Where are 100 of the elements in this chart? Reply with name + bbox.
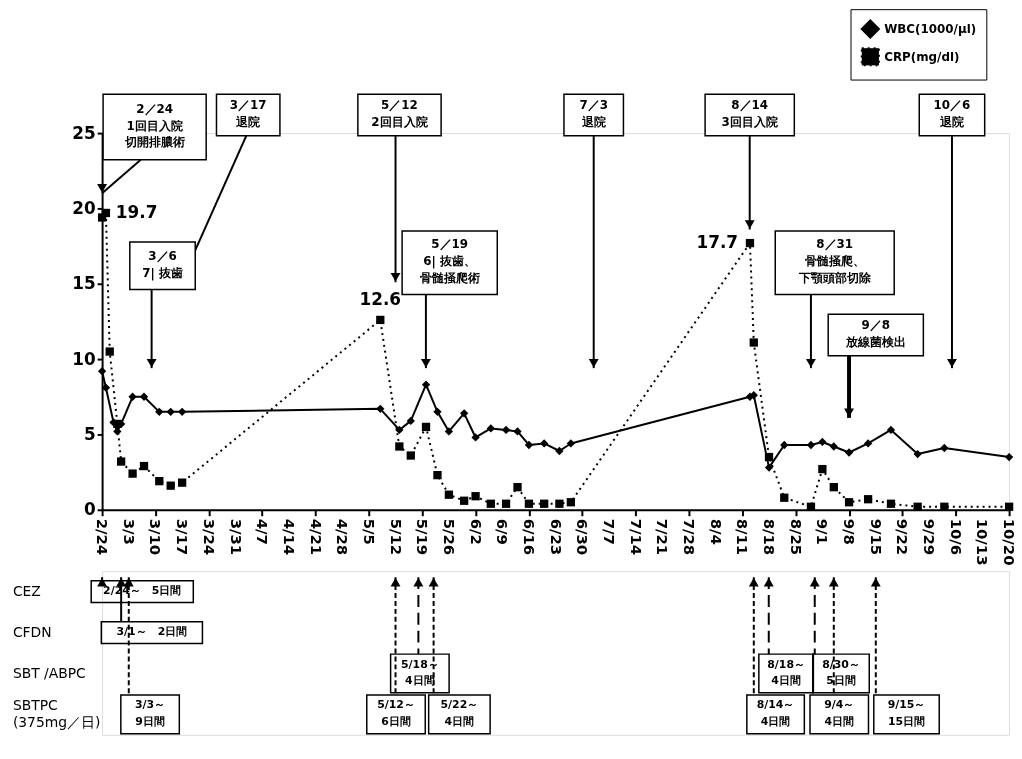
text: CEZ bbox=[12, 583, 41, 600]
x-tick-label: 3/3 bbox=[119, 518, 138, 545]
x-tick-label: 6/2 bbox=[466, 518, 485, 545]
y-tick-label: 5 bbox=[83, 423, 96, 444]
y-tick-label: 10 bbox=[72, 348, 96, 369]
x-tick-label: 3/10 bbox=[146, 518, 165, 556]
x-tick-label: 10/6 bbox=[946, 518, 965, 556]
text: SBT /ABPC bbox=[12, 664, 86, 681]
point bbox=[471, 433, 480, 442]
point bbox=[376, 315, 385, 325]
point bbox=[863, 495, 873, 504]
text: SBTPC (375mg／日) bbox=[12, 697, 101, 731]
point bbox=[940, 443, 949, 453]
x-tick-label: 4/21 bbox=[306, 518, 325, 556]
point bbox=[780, 440, 789, 450]
point bbox=[395, 442, 404, 451]
point bbox=[829, 442, 838, 451]
point bbox=[764, 463, 774, 472]
x-tick-label: 5/5 bbox=[359, 518, 378, 545]
point bbox=[501, 425, 511, 435]
point bbox=[913, 449, 922, 459]
annotation: 9／8 放線菌検出 bbox=[844, 318, 906, 349]
annotation: 8／31 骨髄掻爬、下顎頭部切除 bbox=[797, 237, 872, 285]
text: 10／6 退院 bbox=[933, 98, 971, 129]
x-tick-label: 7/7 bbox=[600, 518, 618, 545]
text: CFDN bbox=[12, 624, 52, 641]
point bbox=[406, 416, 415, 426]
point bbox=[155, 407, 164, 416]
x-tick-label: 7/14 bbox=[626, 518, 645, 556]
text: 9/15～ 15日間 bbox=[887, 698, 926, 729]
annotation: 3／6 7| 抜歯 bbox=[142, 248, 183, 281]
x-tick-label: 4/14 bbox=[279, 518, 298, 556]
text: 8/30～ 5日間 bbox=[822, 657, 860, 688]
y-tick-label: 20 bbox=[72, 197, 96, 218]
point bbox=[444, 427, 454, 436]
text: 3/1～ 2日間 bbox=[116, 625, 188, 639]
y-tick-label: 15 bbox=[72, 273, 96, 294]
point bbox=[806, 502, 816, 511]
legend-label: CRP(mg/dl) bbox=[884, 49, 960, 64]
legend-label: WBC(1000/μl) bbox=[884, 21, 977, 36]
point bbox=[376, 404, 385, 413]
x-tick-label: 6/23 bbox=[546, 518, 565, 556]
point bbox=[818, 437, 827, 447]
point bbox=[486, 499, 495, 508]
x-tick-label: 8/11 bbox=[733, 518, 752, 556]
point bbox=[139, 392, 149, 401]
x-tick-label: 6/9 bbox=[493, 518, 512, 545]
point bbox=[177, 407, 187, 416]
point bbox=[471, 492, 480, 501]
point bbox=[844, 448, 854, 457]
x-tick-label: 4/7 bbox=[253, 518, 272, 545]
y-tick-label: 0 bbox=[83, 499, 96, 520]
text: 3／17 退院 bbox=[229, 98, 267, 129]
text: 5/22～ 4日間 bbox=[440, 698, 479, 729]
point bbox=[139, 461, 149, 471]
point bbox=[829, 483, 838, 492]
text: 9/4～ 4日間 bbox=[824, 698, 855, 729]
x-tick-label: 3/31 bbox=[226, 518, 245, 556]
point bbox=[745, 238, 755, 248]
x-tick-label: 9/1 bbox=[813, 518, 832, 545]
point bbox=[128, 469, 137, 478]
point bbox=[566, 498, 575, 507]
text: 3/3～ 9日間 bbox=[135, 698, 166, 729]
x-tick-label: 7/21 bbox=[653, 518, 672, 556]
point bbox=[117, 457, 126, 466]
text: 8／14 3回目入院 bbox=[721, 98, 778, 129]
text: 8/18～ 4日間 bbox=[767, 657, 805, 688]
point bbox=[886, 499, 896, 508]
point bbox=[460, 409, 469, 418]
x-tick-label: 8/4 bbox=[706, 518, 725, 545]
point bbox=[421, 380, 431, 389]
point bbox=[513, 427, 522, 436]
point bbox=[886, 425, 896, 435]
point bbox=[780, 493, 789, 502]
y-tick-label: 25 bbox=[72, 122, 96, 143]
x-tick-label: 4/28 bbox=[333, 518, 352, 556]
point bbox=[566, 439, 575, 448]
point bbox=[155, 477, 164, 486]
point bbox=[501, 499, 511, 508]
data-label: 19.7 bbox=[115, 201, 158, 222]
point bbox=[540, 499, 549, 508]
x-tick-label: 9/8 bbox=[840, 518, 859, 545]
point bbox=[555, 446, 564, 456]
x-tick-label: 7/28 bbox=[680, 518, 699, 556]
annotation: 5／19 6| 抜歯、骨髄掻爬術 bbox=[419, 237, 480, 285]
x-tick-label: 3/17 bbox=[173, 518, 192, 556]
point bbox=[818, 464, 827, 474]
x-tick-label: 3/24 bbox=[199, 518, 218, 556]
annotation: 2／24 1回目入院切開排膿術 bbox=[123, 101, 185, 150]
data-label: 12.6 bbox=[359, 289, 402, 310]
point bbox=[395, 425, 404, 435]
point bbox=[913, 502, 922, 511]
point bbox=[444, 490, 454, 499]
x-tick-label: 2/24 bbox=[93, 518, 112, 556]
x-tick-label: 10/20 bbox=[1000, 518, 1019, 566]
point bbox=[433, 407, 442, 416]
point bbox=[806, 440, 816, 450]
x-tick-label: 5/26 bbox=[439, 518, 458, 556]
point bbox=[486, 424, 495, 433]
x-tick-label: 9/22 bbox=[893, 518, 912, 556]
